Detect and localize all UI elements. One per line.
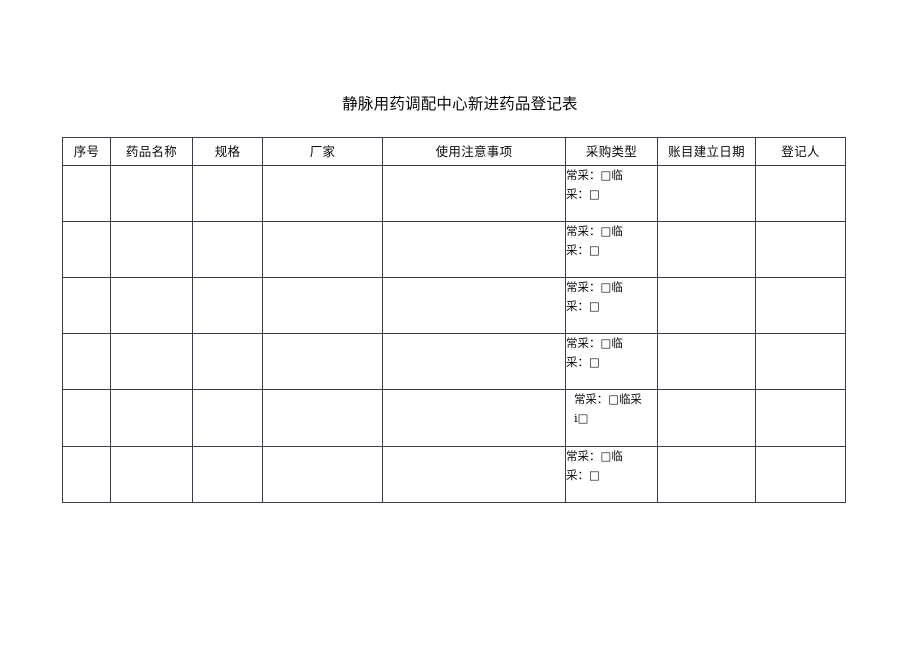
- purchase-option-line-2: 采：□: [566, 468, 600, 482]
- column-header-purchase-type: 采购类型: [565, 137, 658, 166]
- cell-registrant[interactable]: [755, 165, 846, 222]
- cell-purchase-type[interactable]: 常采：□临 采：□: [565, 221, 658, 278]
- cell-notes[interactable]: [382, 221, 566, 278]
- cell-seq[interactable]: [62, 389, 111, 447]
- cell-spec[interactable]: [192, 165, 263, 222]
- purchase-option-line-2: 采：□: [566, 355, 600, 369]
- cell-factory[interactable]: [262, 446, 383, 503]
- column-header-spec: 规格: [192, 137, 263, 166]
- cell-factory[interactable]: [262, 333, 383, 390]
- cell-spec[interactable]: [192, 446, 263, 503]
- cell-notes[interactable]: [382, 277, 566, 334]
- cell-factory[interactable]: [262, 277, 383, 334]
- purchase-option-line-1: 常采：□临: [566, 280, 623, 294]
- purchase-option-line-2: 采：□: [566, 299, 600, 313]
- cell-account-date[interactable]: [657, 221, 756, 278]
- cell-drug-name[interactable]: [110, 389, 193, 447]
- cell-drug-name[interactable]: [110, 333, 193, 390]
- table-body: 常采：□临 采：□ 常采：□临 采：□: [62, 165, 846, 503]
- purchase-option-line-1: 常采：□临: [566, 336, 623, 350]
- cell-account-date[interactable]: [657, 333, 756, 390]
- cell-seq[interactable]: [62, 165, 111, 222]
- cell-drug-name[interactable]: [110, 446, 193, 503]
- page-title: 静脉用药调配中心新进药品登记表: [342, 95, 578, 113]
- table-row: 常采：□临 采：□: [62, 277, 846, 334]
- table-row: 常采：□临 采：□: [62, 165, 846, 222]
- column-header-factory: 厂家: [262, 137, 383, 166]
- column-header-seq: 序号: [62, 137, 111, 166]
- cell-factory[interactable]: [262, 221, 383, 278]
- purchase-option-line-1: 常采：□临采: [574, 392, 642, 406]
- cell-notes[interactable]: [382, 333, 566, 390]
- cell-registrant[interactable]: [755, 333, 846, 390]
- cell-seq[interactable]: [62, 333, 111, 390]
- purchase-option-line-1: 常采：□临: [566, 224, 623, 238]
- cell-registrant[interactable]: [755, 221, 846, 278]
- table-row: 常采：□临 采：□: [62, 333, 846, 390]
- purchase-option-line-2: 采：□: [566, 187, 600, 201]
- purchase-option-line-1: 常采：□临: [566, 168, 623, 182]
- cell-purchase-type[interactable]: 常采：□临 采：□: [565, 333, 658, 390]
- cell-registrant[interactable]: [755, 446, 846, 503]
- column-header-notes: 使用注意事项: [382, 137, 566, 166]
- cell-drug-name[interactable]: [110, 277, 193, 334]
- cell-account-date[interactable]: [657, 165, 756, 222]
- column-header-drug-name: 药品名称: [110, 137, 193, 166]
- cell-seq[interactable]: [62, 277, 111, 334]
- purchase-option-line-2: 采：□: [566, 243, 600, 257]
- table-row: 常采：□临 采：□: [62, 221, 846, 278]
- cell-drug-name[interactable]: [110, 221, 193, 278]
- cell-factory[interactable]: [262, 389, 383, 447]
- cell-purchase-type[interactable]: 常采：□临 采：□: [565, 446, 658, 503]
- cell-purchase-type[interactable]: 常采：□临 采：□: [565, 277, 658, 334]
- new-drug-registration-table: 序号 药品名称 规格 厂家 使用注意事项 采购类型 账目建立日期 登记人 常采：…: [62, 137, 846, 503]
- purchase-option-line-1: 常采：□临: [566, 449, 623, 463]
- cell-purchase-type[interactable]: 常采：□临采 i□: [565, 389, 658, 447]
- cell-spec[interactable]: [192, 277, 263, 334]
- cell-spec[interactable]: [192, 389, 263, 447]
- cell-purchase-type[interactable]: 常采：□临 采：□: [565, 165, 658, 222]
- table-row: 常采：□临采 i□: [62, 389, 846, 447]
- column-header-registrant: 登记人: [755, 137, 846, 166]
- cell-notes[interactable]: [382, 389, 566, 447]
- cell-account-date[interactable]: [657, 446, 756, 503]
- cell-spec[interactable]: [192, 333, 263, 390]
- cell-seq[interactable]: [62, 221, 111, 278]
- cell-factory[interactable]: [262, 165, 383, 222]
- cell-registrant[interactable]: [755, 277, 846, 334]
- cell-account-date[interactable]: [657, 277, 756, 334]
- column-header-account-date: 账目建立日期: [657, 137, 756, 166]
- cell-spec[interactable]: [192, 221, 263, 278]
- purchase-option-line-2: i□: [574, 411, 589, 425]
- cell-drug-name[interactable]: [110, 165, 193, 222]
- cell-notes[interactable]: [382, 446, 566, 503]
- cell-account-date[interactable]: [657, 389, 756, 447]
- cell-notes[interactable]: [382, 165, 566, 222]
- table-header-row: 序号 药品名称 规格 厂家 使用注意事项 采购类型 账目建立日期 登记人: [62, 137, 846, 166]
- cell-registrant[interactable]: [755, 389, 846, 447]
- cell-seq[interactable]: [62, 446, 111, 503]
- table-row: 常采：□临 采：□: [62, 446, 846, 503]
